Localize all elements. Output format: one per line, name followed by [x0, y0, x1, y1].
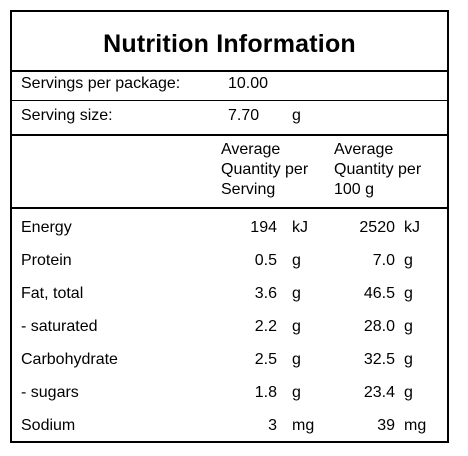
per-100g-value: 28.0: [363, 318, 395, 335]
panel-title: Nutrition Information: [103, 30, 356, 58]
per-serving-unit: mg: [292, 417, 315, 434]
per-100g-unit: g: [404, 285, 413, 302]
per-100g-value: 46.5: [363, 285, 395, 302]
nutrient-name: - sugars: [21, 384, 79, 401]
per-100g-value: 32.5: [363, 351, 395, 368]
per-serving-value: 2.2: [254, 318, 277, 335]
nutrient-name: Fat, total: [21, 285, 84, 302]
per-serving-value: 194: [250, 219, 277, 236]
nutrient-name: Sodium: [21, 417, 76, 434]
nutrient-name: - saturated: [21, 318, 98, 335]
divider: [12, 134, 447, 136]
per-100g-value: 2520: [359, 219, 395, 236]
per-serving-value: 1.8: [254, 384, 277, 401]
divider: [12, 70, 447, 72]
column-header-per-100g: Average Quantity per 100 g: [334, 141, 422, 198]
per-serving-unit: g: [292, 351, 301, 368]
per-100g-value: 39: [377, 417, 395, 434]
nutrient-name: Energy: [21, 219, 72, 236]
per-100g-unit: g: [404, 384, 413, 401]
per-serving-unit: g: [292, 318, 301, 335]
per-serving-unit: g: [292, 285, 301, 302]
serving-size-value: 7.70: [228, 107, 260, 124]
per-100g-unit: kJ: [404, 219, 420, 236]
per-100g-unit: mg: [404, 417, 427, 434]
nutrient-name: Protein: [21, 252, 72, 269]
per-100g-unit: g: [404, 252, 413, 269]
per-serving-value: 0.5: [254, 252, 277, 269]
servings-per-package-label: Servings per package:: [21, 75, 181, 92]
per-serving-value: 2.5: [254, 351, 277, 368]
per-100g-value: 7.0: [372, 252, 395, 269]
per-serving-unit: kJ: [292, 219, 308, 236]
divider: [12, 207, 447, 209]
serving-size-unit: g: [292, 107, 301, 124]
per-serving-value: 3: [268, 417, 277, 434]
per-100g-value: 23.4: [363, 384, 395, 401]
servings-per-package-value: 10.00: [228, 75, 269, 92]
per-serving-value: 3.6: [254, 285, 277, 302]
per-serving-unit: g: [292, 384, 301, 401]
divider: [12, 100, 447, 101]
column-header-per-serving: Average Quantity per Serving: [221, 141, 309, 198]
per-serving-unit: g: [292, 252, 301, 269]
nutrient-name: Carbohydrate: [21, 351, 118, 368]
per-100g-unit: g: [404, 318, 413, 335]
per-100g-unit: g: [404, 351, 413, 368]
nutrition-panel: Nutrition Information Servings per packa…: [10, 10, 449, 443]
serving-size-label: Serving size:: [21, 107, 113, 124]
